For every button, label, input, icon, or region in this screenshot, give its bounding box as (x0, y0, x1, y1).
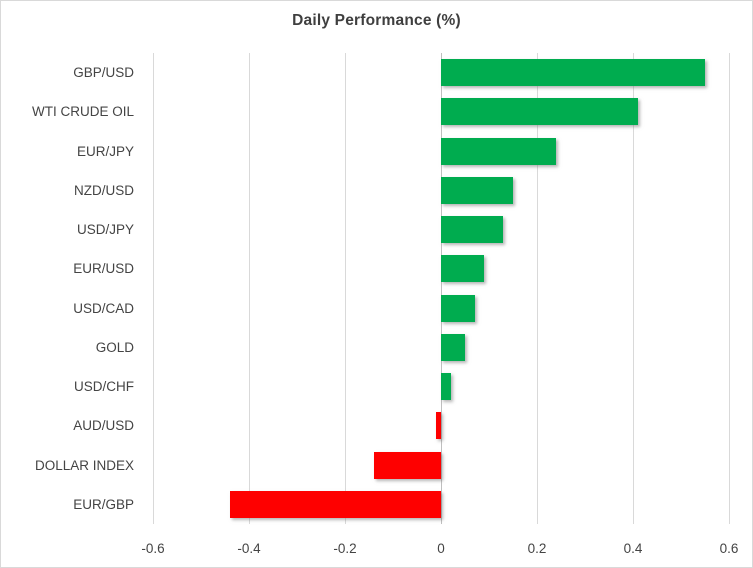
gridline (249, 53, 250, 524)
bar-eur-usd (441, 255, 484, 282)
bar-aud-usd (436, 412, 441, 439)
category-label: EUR/JPY (76, 144, 134, 159)
plot-area (153, 53, 730, 524)
category-label: NZD/USD (74, 183, 134, 198)
bar-wti-crude-oil (441, 98, 638, 125)
x-tick-label: 0.6 (719, 541, 739, 556)
x-tick-label: -0.4 (237, 541, 261, 556)
category-label: USD/JPY (76, 222, 134, 237)
bar-usd-cad (441, 295, 475, 322)
category-label: DOLLAR INDEX (34, 458, 134, 473)
category-label: GOLD (95, 340, 134, 355)
bar-gold (441, 334, 465, 361)
gridline (729, 53, 730, 524)
bar-nzd-usd (441, 177, 513, 204)
gridline (153, 53, 154, 524)
gridline (633, 53, 634, 524)
bar-eur-gbp (230, 491, 441, 518)
bar-usd-chf (441, 373, 451, 400)
value-axis: -0.6 -0.4 -0.2 0 0.2 0.4 0.6 (1, 541, 752, 557)
chart-title: Daily Performance (%) (292, 12, 461, 29)
category-label: AUD/USD (73, 418, 134, 433)
x-tick-label: 0.4 (623, 541, 643, 556)
category-label: EUR/USD (73, 261, 134, 276)
gridline (345, 53, 346, 524)
category-label: USD/CHF (74, 379, 134, 394)
zero-axis-line (441, 53, 442, 524)
bar-eur-jpy (441, 138, 556, 165)
bar-usd-jpy (441, 216, 503, 243)
gridline (537, 53, 538, 524)
x-tick-label: 0 (437, 541, 445, 556)
category-label: GBP/USD (73, 65, 134, 80)
x-tick-label: -0.2 (333, 541, 357, 556)
category-label: WTI CRUDE OIL (31, 104, 134, 119)
category-label: EUR/GBP (73, 497, 134, 512)
category-axis: GBP/USD WTI CRUDE OIL EUR/JPY NZD/USD USD/JP… (1, 53, 134, 524)
bar-gbp-usd (441, 59, 705, 86)
category-label: USD/CAD (73, 301, 134, 316)
x-tick-label: -0.6 (141, 541, 165, 556)
x-tick-label: 0.2 (527, 541, 547, 556)
bar-dollar-index (374, 452, 441, 479)
